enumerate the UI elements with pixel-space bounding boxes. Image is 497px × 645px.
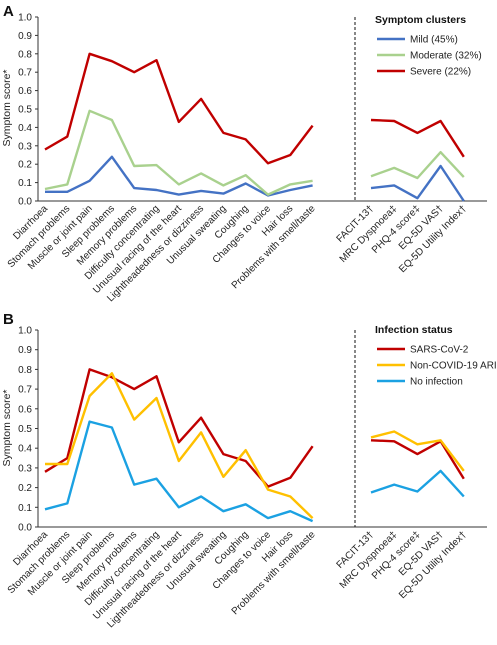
- panel-b-legend-title: Infection status: [375, 324, 453, 336]
- panel-a-legend-title: Symptom clusters: [375, 14, 466, 26]
- panel-a-series-mild-45-scales-line: [370, 164, 465, 202]
- panel-b-series-sars-cov-2-scales-line: [370, 439, 465, 480]
- panel-b-ytick-label: 0.7: [18, 385, 32, 396]
- panel-b-letter: B: [3, 311, 14, 328]
- panel-b-legend-label: SARS-CoV-2: [410, 345, 469, 356]
- panel-b-ytick-label: 0.3: [18, 463, 32, 474]
- panel-b-ytick-label: 0.1: [18, 503, 32, 514]
- panel-a-ytick-label: 0.7: [18, 68, 32, 79]
- panel-b-series-no-infection-scales-line: [370, 469, 465, 498]
- panel-a-letter: A: [3, 3, 14, 20]
- panel-b-ylabel: Symptom score*: [1, 389, 13, 466]
- panel-b-ytick-label: 0.2: [18, 483, 32, 494]
- panel-a-ytick-label: 0.5: [18, 105, 32, 116]
- panel-a-ytick-label: 0.6: [18, 86, 32, 97]
- panel-b-series-non-covid-19-aris-scales-line: [370, 430, 465, 472]
- panel-b-legend-label: Non-COVID-19 ARIs: [410, 361, 497, 372]
- panel-a-legend-label: Mild (45%): [410, 35, 458, 46]
- panel-b-ytick-label: 0.6: [18, 404, 32, 415]
- panel-a-ytick-label: 1.0: [18, 13, 32, 24]
- panel-b-ytick-label: 0.9: [18, 345, 32, 356]
- panel-b-ytick-label: 0.4: [18, 444, 32, 455]
- panel-b-legend-label: No infection: [410, 377, 463, 388]
- panel-b-series-non-covid-19-aris-symptoms-line: [45, 372, 314, 519]
- panel-a-series-severe-22-symptoms-line: [44, 52, 314, 165]
- panel-b-series-sars-cov-2-symptoms-line: [44, 368, 314, 488]
- panel-a-ytick-label: 0.8: [18, 49, 32, 60]
- panel-b-ytick-label: 0.0: [18, 523, 32, 534]
- panel-b-ytick-label: 0.5: [18, 424, 32, 435]
- panel-a-ytick-label: 0.1: [18, 178, 32, 189]
- panel-a-ytick-label: 0.9: [18, 31, 32, 42]
- panel-b-ytick-label: 0.8: [18, 365, 32, 376]
- panel-a-ytick-label: 0.2: [18, 160, 32, 171]
- panel-a-legend-label: Moderate (32%): [410, 51, 482, 62]
- panel-a-legend-label: Severe (22%): [410, 67, 471, 78]
- panel-a-series-moderate-32-symptoms-line: [44, 109, 313, 196]
- panel-a-series-moderate-32-scales-line: [370, 150, 465, 180]
- panel-b-ytick-label: 1.0: [18, 326, 32, 337]
- panel-b-series-no-infection-symptoms-line: [44, 420, 314, 523]
- panel-a-ytick-label: 0.0: [18, 197, 32, 208]
- panel-a-ytick-label: 0.3: [18, 141, 32, 152]
- panel-a-ylabel: Symptom score*: [1, 69, 13, 146]
- panel-a-series-severe-22-scales-line: [370, 118, 465, 158]
- panel-a-ytick-label: 0.4: [18, 123, 32, 134]
